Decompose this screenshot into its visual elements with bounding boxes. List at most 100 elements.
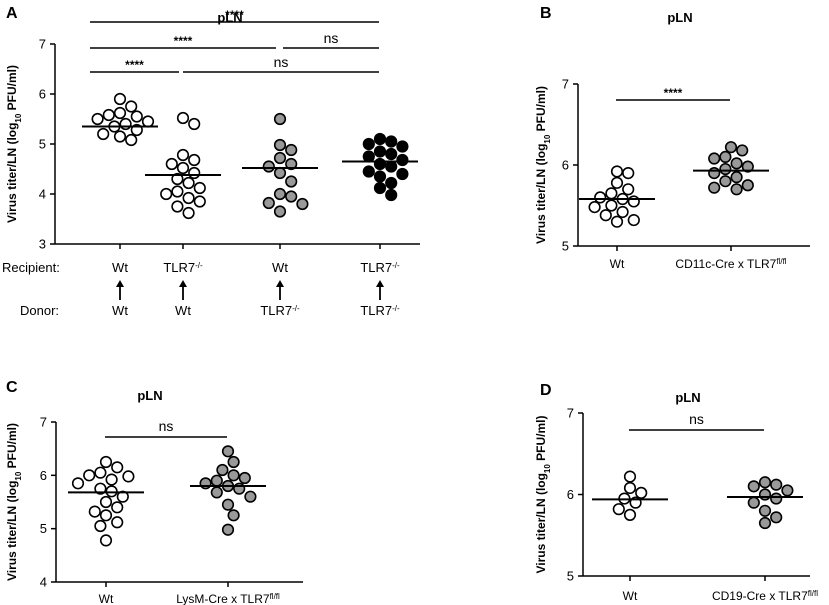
data-point	[165, 157, 178, 171]
data-point	[758, 504, 772, 517]
data-point	[396, 167, 409, 181]
y-tick-label: 6	[39, 87, 46, 102]
donor-label-superscript: -/-	[292, 304, 300, 313]
data-point	[221, 523, 235, 536]
significance-label: ns	[324, 30, 339, 46]
arrow-up-icon	[276, 280, 284, 287]
data-point	[296, 197, 309, 211]
data-point	[88, 505, 101, 518]
data-point	[622, 183, 635, 196]
y-axis-label-main: Virus titer/LN (log	[5, 123, 19, 223]
chart-title: pLN	[137, 388, 162, 403]
row-label-donor: Donor:	[20, 303, 59, 318]
data-point	[262, 196, 275, 210]
data-point	[610, 215, 624, 228]
data-point	[635, 486, 648, 499]
data-point	[599, 209, 612, 222]
donor-label-main: Wt	[175, 303, 191, 318]
data-point	[719, 175, 732, 188]
data-point	[373, 170, 387, 183]
y-tick-label: 7	[39, 37, 46, 52]
donor-label-main: Wt	[112, 303, 128, 318]
data-point	[385, 135, 398, 148]
data-point	[193, 195, 206, 208]
data-point	[273, 138, 287, 152]
data-point	[594, 191, 607, 204]
y-axis-label-end: PFU/ml)	[5, 423, 19, 472]
data-point	[396, 140, 409, 153]
data-point	[627, 195, 640, 208]
data-point	[724, 141, 738, 154]
data-point	[730, 157, 743, 170]
data-point	[273, 205, 287, 218]
data-point	[285, 175, 298, 188]
data-point	[176, 111, 190, 125]
data-point	[373, 181, 387, 195]
data-point	[605, 199, 618, 212]
x-tick-label-main: Wt	[99, 592, 114, 605]
y-axis-label: Virus titer/LN (log10 PFU/ml)	[534, 415, 552, 573]
data-point	[171, 185, 184, 198]
recipient-label: TLR7-/-	[360, 260, 400, 275]
donor-label-main: TLR7	[260, 303, 292, 318]
data-point	[91, 112, 104, 126]
y-axis-label-subscript: 10	[543, 134, 552, 143]
donor-label-main: TLR7	[360, 303, 392, 318]
data-point	[227, 455, 240, 469]
data-point	[221, 498, 235, 511]
data-point	[227, 469, 240, 482]
donor-label-superscript: -/-	[392, 304, 400, 313]
data-point	[99, 495, 113, 509]
panel-label: A	[6, 5, 18, 22]
y-axis-label-subscript: 10	[543, 464, 552, 473]
data-point	[770, 478, 783, 491]
data-point	[262, 160, 275, 173]
data-point	[188, 166, 201, 180]
y-tick-label: 5	[562, 239, 569, 254]
data-point	[627, 213, 640, 227]
y-tick-label: 7	[40, 415, 47, 430]
data-point	[736, 144, 749, 157]
y-tick-label: 6	[567, 487, 574, 502]
data-point	[111, 516, 124, 529]
data-point	[188, 153, 201, 167]
data-point	[741, 179, 754, 192]
data-point	[111, 501, 124, 514]
data-point	[99, 455, 113, 469]
y-axis-label-end: PFU/ml)	[5, 65, 19, 114]
data-point	[747, 480, 760, 493]
data-point	[623, 508, 637, 521]
data-point	[119, 117, 132, 131]
x-tick-label-main: CD11c-Cre x TLR7	[675, 257, 776, 271]
data-point	[94, 466, 107, 479]
data-point	[273, 151, 287, 165]
data-point	[105, 473, 118, 486]
recipient-label-superscript: -/-	[392, 261, 400, 270]
recipient-label: Wt	[112, 260, 128, 275]
data-point	[610, 176, 624, 189]
data-point	[610, 165, 624, 178]
data-point	[221, 445, 235, 458]
data-point	[758, 516, 772, 530]
data-point	[747, 496, 760, 509]
data-point	[227, 509, 240, 522]
row-label-recipient: Recipient:	[2, 260, 60, 275]
data-point	[719, 162, 732, 176]
x-tick-label: CD19-Cre x TLR7fl/fl	[712, 589, 818, 604]
data-point	[623, 470, 637, 483]
x-tick-label-main: LysM-Cre x TLR7	[176, 592, 270, 605]
data-point	[623, 481, 637, 495]
donor-label: TLR7-/-	[260, 303, 300, 318]
y-axis-label-main: Virus titer/LN (log	[534, 473, 548, 573]
data-point	[373, 145, 387, 158]
data-point	[233, 482, 246, 495]
data-point	[97, 127, 110, 141]
data-point	[102, 108, 115, 122]
x-tick-label: Wt	[623, 589, 638, 603]
y-tick-label: 6	[562, 158, 569, 173]
data-point	[385, 160, 398, 173]
panel-label: B	[540, 5, 552, 22]
data-point	[71, 477, 85, 490]
